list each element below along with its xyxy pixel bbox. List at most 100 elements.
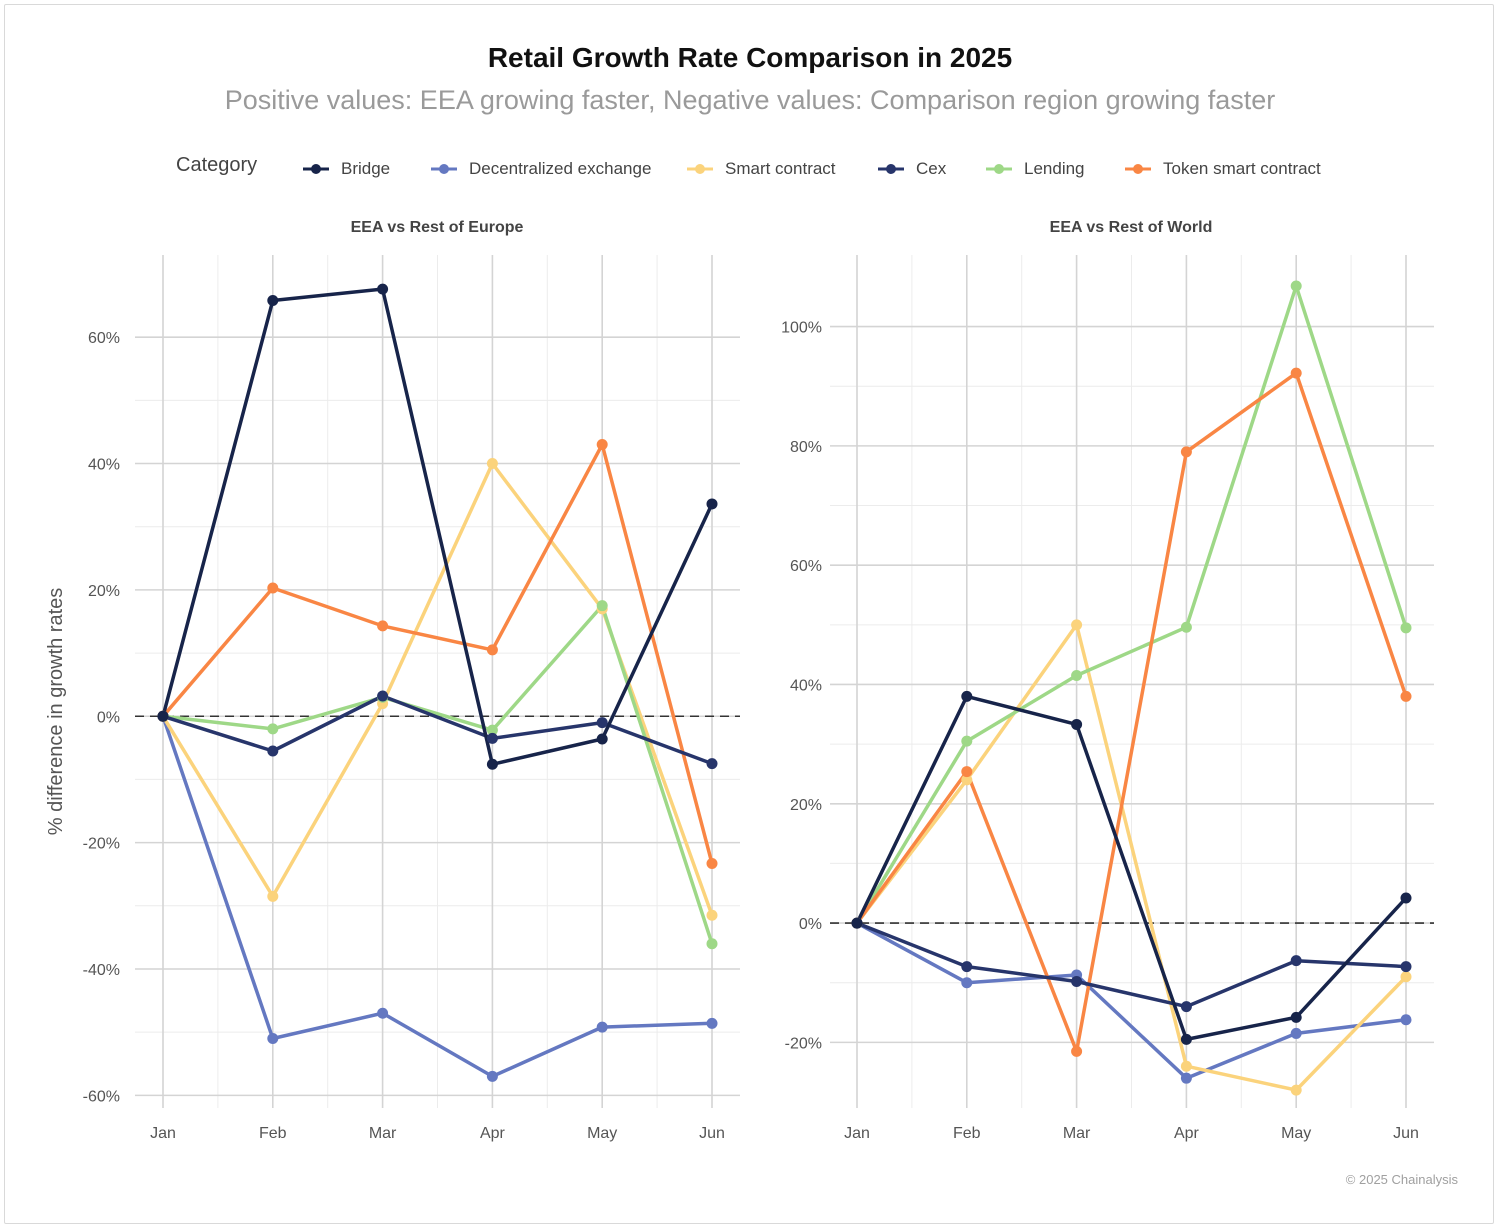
series-line-decentralized-exchange: [855, 921, 1408, 1080]
data-point-bridge: [377, 283, 389, 295]
data-point-lending: [486, 724, 498, 736]
y-tick-label: -60%: [83, 1088, 120, 1105]
data-point-decentralized-exchange: [1400, 1014, 1412, 1026]
data-point-smart-contract: [486, 458, 498, 470]
data-point-decentralized-exchange: [596, 1021, 608, 1033]
y-tick-label: 40%: [790, 677, 822, 694]
legend-label: Decentralized exchange: [469, 159, 652, 178]
chart-title: Retail Growth Rate Comparison in 2025: [487, 42, 1013, 73]
series-line-smart-contract: [855, 623, 1408, 1092]
y-tick-label: 40%: [88, 457, 120, 474]
data-point-decentralized-exchange: [377, 1007, 389, 1019]
data-point-lending: [1400, 622, 1412, 634]
data-point-lending: [706, 938, 718, 950]
x-tick-label: Feb: [259, 1125, 287, 1142]
y-tick-label: -40%: [83, 962, 120, 979]
data-point-token-smart-contract: [596, 439, 608, 451]
panel-title: EEA vs Rest of World: [1050, 219, 1213, 236]
legend-key-decentralized-exchange: [431, 164, 457, 174]
y-tick-label: 60%: [790, 558, 822, 575]
series-line-bridge: [161, 287, 714, 767]
legend-title: Category: [176, 154, 258, 176]
y-tick-label: 0%: [97, 709, 120, 726]
data-point-bridge: [1290, 1011, 1302, 1023]
x-tick-label: Feb: [953, 1125, 981, 1142]
data-point-bridge: [267, 294, 279, 306]
data-point-cex: [706, 758, 718, 770]
data-point-decentralized-exchange: [1290, 1027, 1302, 1039]
legend-label: Bridge: [341, 159, 391, 178]
legend-key-token-smart-contract: [1125, 164, 1151, 174]
data-point-bridge: [486, 758, 498, 770]
data-point-token-smart-contract: [1071, 1045, 1083, 1057]
data-point-token-smart-contract: [267, 582, 279, 594]
x-tick-label: Mar: [369, 1125, 397, 1142]
data-point-bridge: [706, 498, 718, 510]
x-tick-label: Apr: [480, 1125, 506, 1142]
data-point-token-smart-contract: [1180, 446, 1192, 458]
y-tick-label: 20%: [790, 797, 822, 814]
y-tick-label: 0%: [799, 916, 822, 933]
legend-key-lending: [986, 164, 1012, 174]
x-tick-label: May: [1281, 1125, 1311, 1142]
data-point-cex: [1180, 1001, 1192, 1013]
y-tick-label: 20%: [88, 583, 120, 600]
series-line-token-smart-contract: [161, 442, 714, 866]
data-point-lending: [1071, 670, 1083, 682]
legend-label: Cex: [916, 159, 947, 178]
data-point-bridge: [961, 690, 973, 702]
panel-eea-vs-rest-of-europe: -60% -40% -20% 0% 20% 40% 60% Jan Feb Mar Apr May Ju…: [45, 219, 740, 1142]
x-tick-label: May: [587, 1125, 617, 1142]
data-point-lending: [1290, 280, 1302, 292]
data-point-smart-contract: [1071, 619, 1083, 631]
data-point-bridge: [157, 710, 169, 722]
x-tick-label: Jan: [844, 1125, 870, 1142]
legend-key-bridge: [303, 164, 329, 174]
data-point-lending: [1180, 621, 1192, 633]
series-line-lending: [855, 284, 1408, 925]
x-tick-label: Jun: [1393, 1125, 1419, 1142]
data-point-cex: [1290, 955, 1302, 967]
data-point-smart-contract: [706, 909, 718, 921]
series-line-token-smart-contract: [855, 371, 1408, 1054]
data-point-smart-contract: [1400, 971, 1412, 983]
data-point-token-smart-contract: [1400, 690, 1412, 702]
data-point-bridge: [1071, 718, 1083, 730]
data-point-lending: [267, 723, 279, 735]
data-point-bridge: [1400, 892, 1412, 904]
y-tick-label: 100%: [781, 320, 822, 337]
series-line-lending: [161, 603, 714, 946]
data-point-token-smart-contract: [706, 857, 718, 869]
legend-label: Smart contract: [725, 159, 836, 178]
data-point-token-smart-contract: [486, 644, 498, 656]
data-point-bridge: [851, 917, 863, 929]
series-line-decentralized-exchange: [161, 714, 714, 1079]
data-point-cex: [1071, 976, 1083, 988]
data-point-decentralized-exchange: [267, 1032, 279, 1044]
footer-credit: © 2025 Chainalysis: [1345, 1172, 1458, 1187]
data-point-token-smart-contract: [1290, 367, 1302, 379]
x-tick-label: Jan: [150, 1125, 176, 1142]
data-point-cex: [961, 961, 973, 973]
x-tick-label: Apr: [1174, 1125, 1200, 1142]
y-tick-label: 60%: [88, 330, 120, 347]
data-point-smart-contract: [267, 890, 279, 902]
data-point-lending: [961, 735, 973, 747]
series-line-cex: [161, 694, 714, 766]
panel-title: EEA vs Rest of Europe: [351, 219, 524, 236]
data-point-token-smart-contract: [961, 766, 973, 778]
y-tick-label: -20%: [785, 1035, 822, 1052]
chart-subtitle: Positive values: EEA growing faster, Neg…: [224, 85, 1276, 115]
legend-key-smart-contract: [687, 164, 713, 174]
data-point-lending: [596, 600, 608, 612]
chart-frame: [4, 4, 1494, 1224]
data-point-smart-contract: [1180, 1060, 1192, 1072]
legend-label: Token smart contract: [1163, 159, 1321, 178]
y-tick-label: -20%: [83, 836, 120, 853]
x-tick-label: Jun: [699, 1125, 725, 1142]
data-point-decentralized-exchange: [706, 1017, 718, 1029]
data-point-cex: [486, 732, 498, 744]
data-point-cex: [596, 717, 608, 729]
data-point-cex: [377, 690, 389, 702]
